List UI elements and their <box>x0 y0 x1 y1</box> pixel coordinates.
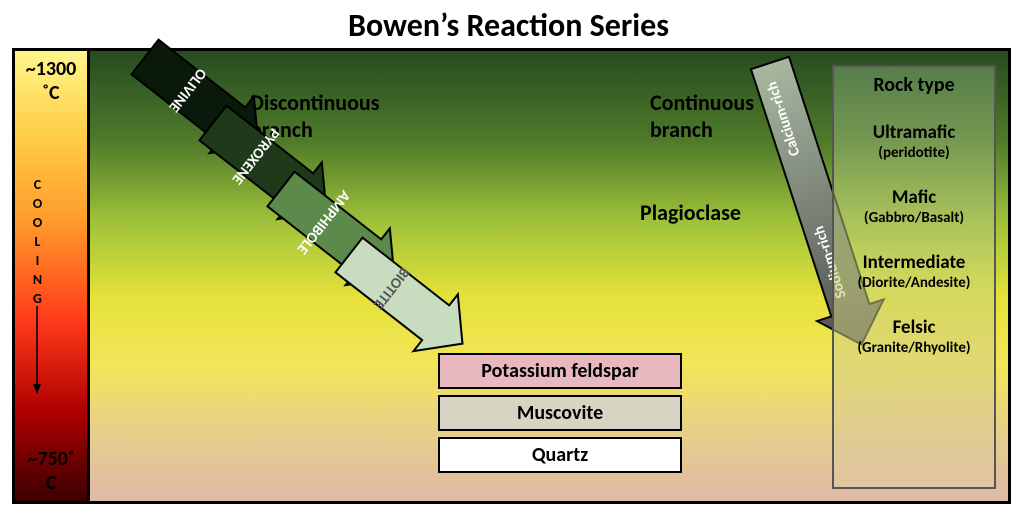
legend-row: Felsic(Granite/Rhyolite) <box>834 316 994 357</box>
legend-row: Intermediate(Diorite/Andesite) <box>834 251 994 292</box>
legend-row: Mafic(Gabbro/Basalt) <box>834 186 994 227</box>
mineral-box-kfeldspar: Potassium feldspar <box>438 353 682 389</box>
temp-low: ~750˚ C <box>15 447 87 495</box>
cooling-label: COOLING <box>29 176 46 309</box>
mineral-box-quartz: Quartz <box>438 437 682 473</box>
temperature-column: ~1300 ˚C COOLING ~750˚ C <box>15 51 90 501</box>
legend-header: Rock type <box>834 73 994 97</box>
rock-type-legend: Rock type Ultramafic(peridotite) Mafic(Ga… <box>832 65 996 489</box>
diagram-frame: ~1300 ˚C COOLING ~750˚ C Discontinuousbr… <box>12 48 1011 504</box>
cooling-indicator: COOLING <box>29 176 45 376</box>
page-title: Bowen’s Reaction Series <box>0 0 1017 45</box>
mineral-box-muscovite: Muscovite <box>438 395 682 431</box>
main-panel: Discontinuousbranch Continuousbranch Pla… <box>90 51 1008 501</box>
cooling-arrow-icon <box>33 306 49 396</box>
temp-high: ~1300 ˚C <box>15 57 87 105</box>
legend-row: Ultramafic(peridotite) <box>834 121 994 162</box>
